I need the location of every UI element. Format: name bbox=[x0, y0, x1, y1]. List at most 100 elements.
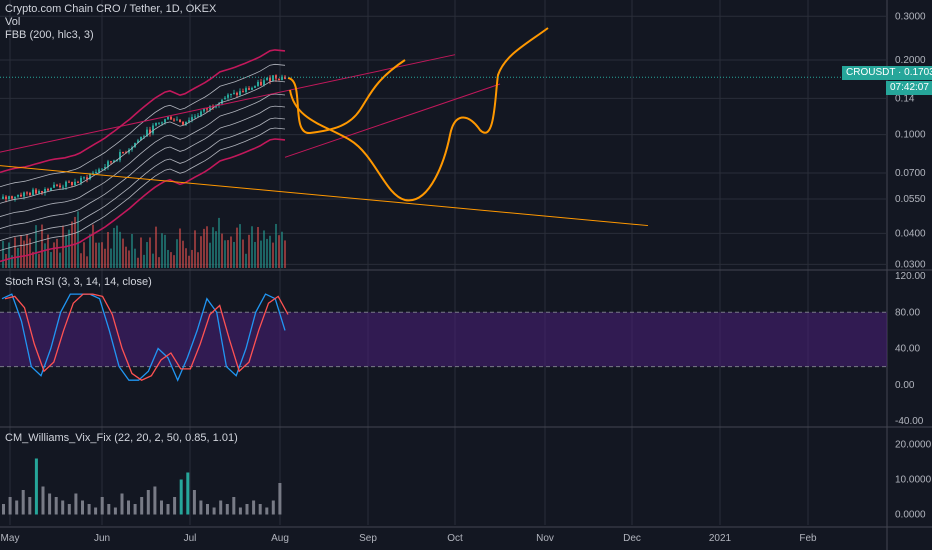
vix-bar bbox=[35, 459, 38, 515]
volume-bar bbox=[161, 233, 163, 268]
candle-body bbox=[41, 191, 43, 193]
volume-bar bbox=[8, 242, 10, 268]
volume-bar bbox=[179, 228, 181, 268]
volume-bar bbox=[44, 243, 46, 268]
candle-body bbox=[272, 75, 274, 81]
candle-body bbox=[77, 182, 79, 183]
candle-body bbox=[8, 196, 10, 199]
vix-tick-label: 10.0000 bbox=[895, 475, 932, 486]
volume-bar bbox=[254, 242, 256, 268]
vix-bar bbox=[272, 501, 275, 515]
candle-body bbox=[191, 117, 193, 120]
candle-body bbox=[194, 116, 196, 117]
volume-bar bbox=[278, 235, 280, 268]
volume-bar bbox=[110, 249, 112, 268]
price-tick-label: 0.3000 bbox=[895, 11, 926, 22]
vix-bar bbox=[219, 501, 222, 515]
volume-bar bbox=[101, 242, 103, 268]
rsi-band bbox=[0, 312, 887, 366]
volume-bar bbox=[239, 224, 241, 268]
volume-bar bbox=[245, 254, 247, 268]
candle-body bbox=[197, 115, 199, 116]
volume-bar bbox=[152, 254, 154, 268]
vix-bar bbox=[15, 501, 18, 515]
vix-bar bbox=[180, 480, 183, 515]
volume-bar bbox=[116, 226, 118, 268]
vix-bar bbox=[101, 497, 104, 515]
volume-bar bbox=[14, 237, 16, 268]
volume-bar bbox=[74, 217, 76, 268]
volume-bar bbox=[41, 225, 43, 268]
rsi-tick-label: -40.00 bbox=[895, 416, 924, 427]
candle-body bbox=[251, 88, 253, 90]
candle-body bbox=[2, 197, 4, 199]
vix-bar bbox=[74, 494, 77, 515]
volume-bar bbox=[212, 227, 214, 268]
x-tick-label: Feb bbox=[799, 533, 817, 544]
candle-body bbox=[236, 93, 238, 95]
volume-bar bbox=[281, 232, 283, 268]
candle-body bbox=[38, 191, 40, 193]
vix-bar bbox=[199, 501, 202, 515]
volume-bar bbox=[221, 234, 223, 268]
candle-body bbox=[23, 192, 25, 196]
price-tick-label: 0.1000 bbox=[895, 130, 926, 141]
symbol-title[interactable]: Crypto.com Chain CRO / Tether, 1D, OKEX bbox=[5, 3, 216, 16]
volume-bar bbox=[119, 232, 121, 268]
candle-body bbox=[155, 123, 157, 126]
candle-body bbox=[68, 182, 70, 183]
candle-body bbox=[173, 120, 175, 121]
candle-body bbox=[14, 197, 16, 199]
volume-bar bbox=[272, 243, 274, 268]
candle-body bbox=[50, 188, 52, 191]
volume-bar bbox=[191, 250, 193, 268]
volume-bar bbox=[137, 258, 139, 268]
volume-bar bbox=[122, 239, 124, 268]
price-tick-label: 0.14 bbox=[895, 93, 915, 104]
vix-bar bbox=[160, 501, 163, 515]
volume-bar bbox=[47, 234, 49, 268]
vix-fix-label[interactable]: CM_Williams_Vix_Fix (22, 20, 2, 50, 0.85… bbox=[5, 432, 238, 444]
stoch-rsi-label[interactable]: Stoch RSI (3, 3, 14, 14, close) bbox=[5, 276, 152, 288]
volume-bar bbox=[248, 235, 250, 268]
vix-bar bbox=[94, 508, 97, 515]
volume-bar bbox=[215, 231, 217, 268]
volume-bar bbox=[53, 242, 55, 268]
vix-bar bbox=[134, 504, 137, 515]
volume-bar bbox=[230, 236, 232, 268]
volume-bar bbox=[206, 226, 208, 268]
volume-bar bbox=[107, 232, 109, 268]
candle-body bbox=[164, 119, 166, 122]
volume-bar bbox=[275, 224, 277, 268]
candle-body bbox=[26, 192, 28, 193]
volume-bar bbox=[149, 237, 151, 268]
volume-bar bbox=[227, 240, 229, 268]
candle-body bbox=[11, 196, 13, 198]
vix-tick-label: 20.0000 bbox=[895, 440, 932, 451]
vix-bar bbox=[252, 501, 255, 515]
volume-bar bbox=[68, 230, 70, 268]
vix-tick-label: 0.0000 bbox=[895, 510, 926, 521]
candle-body bbox=[95, 172, 97, 173]
volume-bar bbox=[197, 252, 199, 268]
candle-body bbox=[119, 152, 121, 160]
candle-body bbox=[263, 80, 265, 85]
vix-bar bbox=[246, 504, 249, 515]
vol-label[interactable]: Vol bbox=[5, 16, 216, 29]
candle-body bbox=[35, 190, 37, 194]
volume-bar bbox=[56, 239, 58, 268]
candle-body bbox=[245, 88, 247, 92]
candle-body bbox=[5, 197, 7, 199]
candle-body bbox=[182, 122, 184, 125]
candle-body bbox=[233, 93, 235, 94]
volume-bar bbox=[80, 253, 82, 268]
vix-bar bbox=[114, 508, 117, 515]
fbb-label[interactable]: FBB (200, hlc3, 3) bbox=[5, 29, 216, 42]
candle-body bbox=[269, 78, 271, 82]
vix-bar bbox=[107, 504, 110, 515]
rsi-tick-label: 40.00 bbox=[895, 344, 920, 355]
vix-bar bbox=[147, 490, 150, 515]
main-legend: Crypto.com Chain CRO / Tether, 1D, OKEX … bbox=[5, 3, 216, 42]
